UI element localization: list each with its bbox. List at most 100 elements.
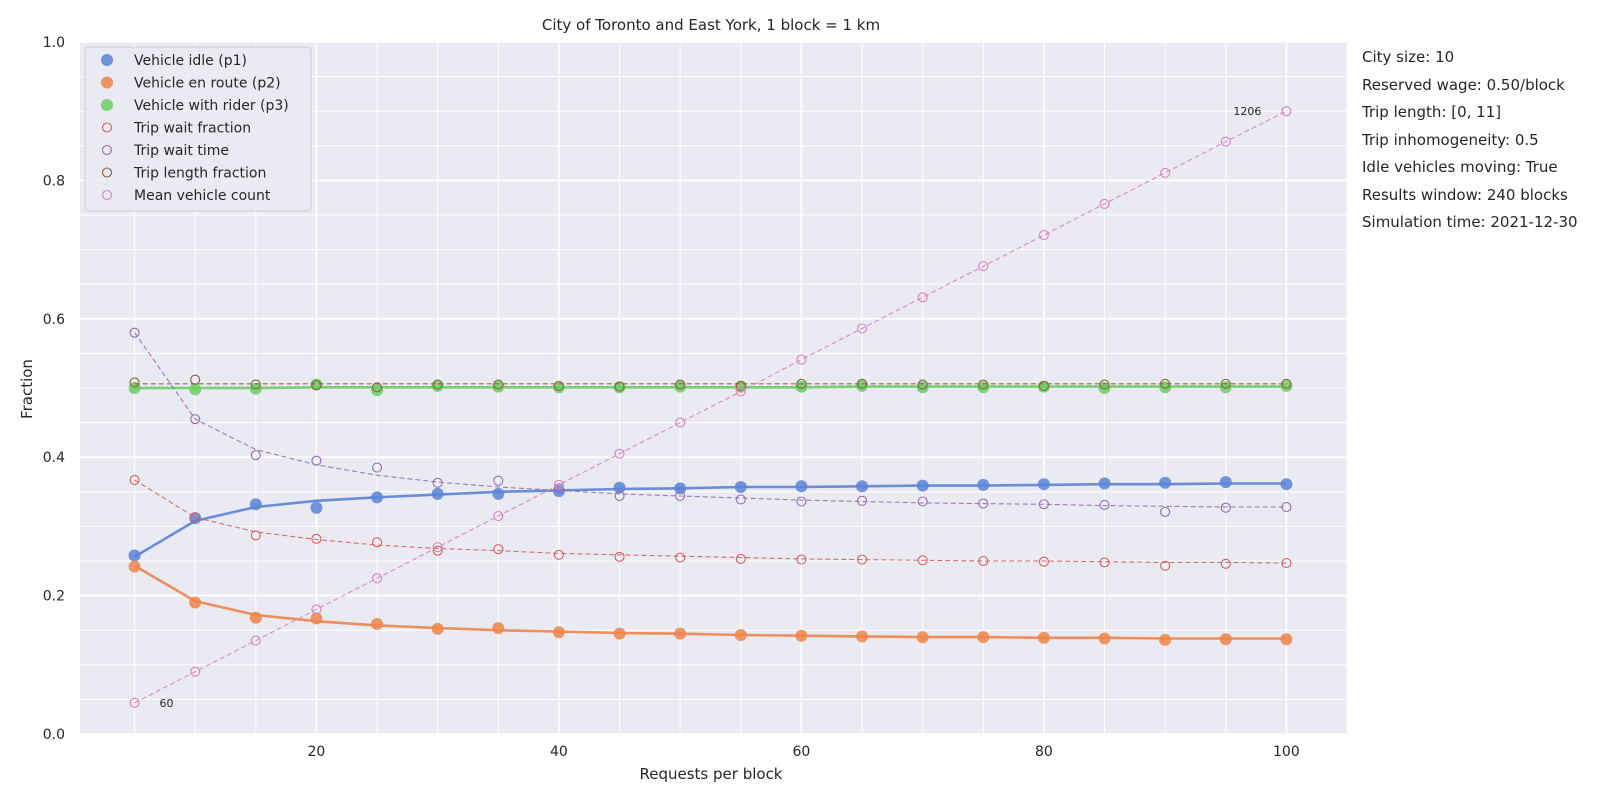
data-point (734, 629, 747, 642)
data-point (734, 480, 747, 493)
data-point (675, 379, 686, 390)
data-point (1281, 106, 1292, 117)
data-point (977, 631, 990, 644)
data-point (917, 496, 928, 507)
series-vehicle-idle-p1 (128, 476, 1293, 562)
data-point (371, 617, 384, 630)
data-point (916, 631, 929, 644)
data-point (1160, 378, 1171, 389)
data-point (189, 596, 202, 609)
data-point (128, 560, 141, 573)
data-point (129, 697, 140, 708)
data-point (371, 573, 383, 584)
data-point (1281, 558, 1292, 569)
data-point (493, 475, 504, 486)
data-point (249, 498, 262, 511)
data-point (1037, 478, 1050, 491)
data-point (310, 501, 323, 514)
data-point (614, 490, 625, 502)
series-trend-line (134, 479, 1287, 564)
data-point (614, 448, 625, 459)
legend-marker (101, 122, 113, 133)
data-point (978, 261, 989, 272)
data-point (917, 555, 928, 566)
y-tick-label: 0.8 (43, 173, 65, 189)
data-point (613, 481, 626, 494)
y-tick-label: 0.2 (43, 589, 65, 605)
legend-label: Trip wait time (133, 143, 229, 159)
data-point (129, 377, 140, 388)
data-point (371, 382, 383, 393)
data-point (129, 474, 140, 486)
series-vehicle-en-route-p2 (128, 560, 1293, 646)
data-point (796, 378, 807, 389)
data-point (674, 627, 687, 640)
data-point (190, 414, 201, 425)
y-axis-label: Fraction (18, 359, 36, 419)
data-point (614, 381, 625, 392)
data-point (1280, 633, 1293, 646)
info-trip-inhomogeneity: Trip inhomogeneity: 0.5 (1362, 130, 1539, 149)
data-point (1038, 556, 1049, 567)
data-point (250, 379, 261, 390)
data-point (978, 498, 989, 509)
data-point (856, 554, 868, 565)
data-point (1220, 136, 1231, 147)
legend-marker (101, 189, 113, 201)
data-point (796, 554, 807, 565)
data-point (1160, 167, 1171, 178)
data-point (1281, 378, 1292, 389)
data-point (916, 479, 929, 492)
data-point (432, 379, 443, 390)
annotation-layer: 60 1206 (160, 105, 1262, 710)
data-point (250, 635, 261, 646)
data-point (493, 544, 504, 555)
x-axis-label: Requests per block (640, 765, 783, 783)
x-tick-label: 80 (1035, 744, 1053, 760)
data-point (371, 462, 383, 473)
data-point (856, 323, 868, 334)
data-point (674, 482, 687, 495)
data-point (128, 382, 141, 394)
data-point (1219, 476, 1232, 489)
data-point (1220, 378, 1231, 389)
data-point (735, 380, 746, 391)
legend-label: Vehicle en route (p2) (134, 76, 281, 92)
series-trip-wait-time (129, 327, 1292, 517)
data-point (492, 487, 505, 500)
data-point (1098, 632, 1111, 645)
info-results-window: Results window: 240 blocks (1362, 185, 1568, 204)
data-point (311, 533, 322, 544)
data-point (1098, 477, 1111, 490)
data-point (431, 622, 444, 635)
info-panel: City size: 10 Reserved wage: 0.50/block … (1362, 48, 1578, 241)
series-trip-length-fraction (129, 374, 1292, 393)
data-point (553, 549, 564, 560)
data-point (917, 379, 928, 390)
data-point (917, 292, 928, 303)
data-point (856, 495, 868, 506)
data-point (310, 612, 323, 625)
data-point (553, 483, 564, 494)
series-layer (128, 106, 1293, 708)
tick-layer: 20 40 60 80 100 0.0 0.2 0.4 0.6 0.8 1.0 (43, 35, 1300, 760)
data-point (1160, 560, 1171, 571)
data-point (1280, 478, 1293, 491)
data-point (796, 496, 807, 507)
data-point (190, 374, 201, 385)
legend-box (84, 46, 312, 212)
data-point (1099, 557, 1110, 568)
data-point (493, 510, 504, 522)
y-tick-label: 0.0 (43, 727, 65, 743)
data-point (431, 487, 444, 500)
data-point (1160, 506, 1171, 517)
data-point (432, 542, 443, 553)
info-city-size: City size: 10 (1362, 48, 1455, 66)
data-point (493, 379, 504, 390)
data-point (1038, 380, 1049, 391)
x-tick-label: 40 (550, 744, 568, 760)
info-trip-length: Trip length: [0, 11] (1362, 103, 1502, 121)
data-point (978, 555, 989, 567)
data-point (735, 553, 746, 564)
data-point (1159, 476, 1172, 489)
